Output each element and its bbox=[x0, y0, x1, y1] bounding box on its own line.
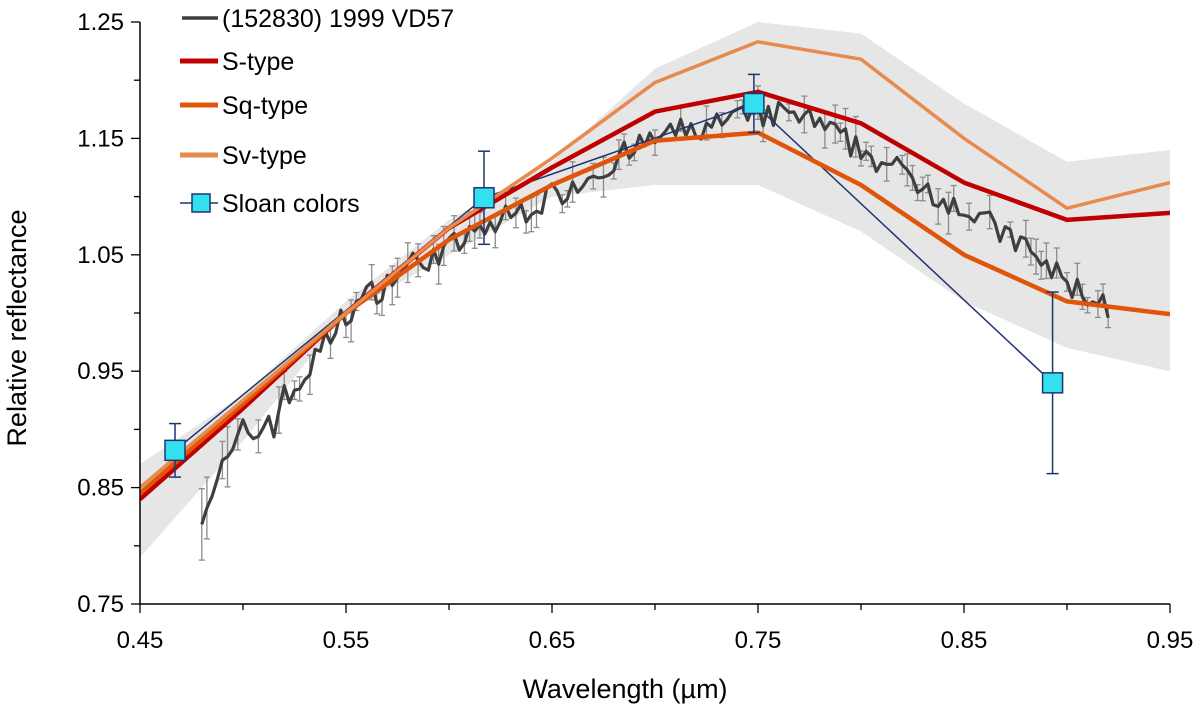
envelope-band bbox=[140, 22, 1170, 558]
x-tick-label: 0.95 bbox=[1147, 627, 1194, 654]
x-tick-label: 0.65 bbox=[529, 627, 576, 654]
y-tick-label: 0.75 bbox=[77, 591, 124, 618]
sloan-colors-line bbox=[174, 102, 1054, 451]
x-tick-label: 0.85 bbox=[941, 627, 988, 654]
y-tick-label: 1.05 bbox=[77, 242, 124, 269]
x-tick-label: 0.55 bbox=[323, 627, 370, 654]
legend-item-s-type: S-type bbox=[180, 48, 294, 76]
legend-item-sloan-colors: Sloan colors bbox=[180, 190, 360, 218]
y-axis-title: Relative reflectance bbox=[2, 209, 32, 446]
y-tick-label: 0.85 bbox=[77, 475, 124, 502]
y-tick-label: 1.15 bbox=[77, 125, 124, 152]
series-line-sv-type bbox=[140, 40, 1170, 489]
x-tick-label: 0.75 bbox=[735, 627, 782, 654]
sloan-point bbox=[1041, 372, 1064, 394]
y-tick-label: 1.25 bbox=[77, 9, 124, 36]
axes: 0.75 0.85 0.95 1.05 1.15 1.25 0.45 0.55 0.65 0.75… bbox=[2, 9, 1193, 704]
legend-swatch-sloan-marker bbox=[191, 193, 211, 213]
legend-label-sv-type: Sv-type bbox=[222, 142, 307, 170]
legend-label-s-type: S-type bbox=[222, 48, 294, 76]
x-axis-title: Wavelength (µm) bbox=[522, 674, 727, 704]
legend-item-sq-type: Sq-type bbox=[180, 92, 308, 120]
legend-label-spectrum: (152830) 1999 VD57 bbox=[222, 5, 454, 33]
legend-item-sv-type: Sv-type bbox=[180, 142, 307, 170]
sloan-point bbox=[743, 92, 765, 115]
legend-item-spectrum: (152830) 1999 VD57 bbox=[182, 5, 454, 33]
legend: (152830) 1999 VD57 S-type Sq-type Sv-typ… bbox=[180, 5, 454, 218]
sloan-point bbox=[164, 439, 186, 462]
y-tick-label: 0.95 bbox=[77, 358, 124, 385]
sloan-point bbox=[473, 187, 495, 209]
legend-label-sloan-colors: Sloan colors bbox=[222, 190, 360, 218]
x-tick-label: 0.45 bbox=[117, 627, 164, 654]
legend-label-sq-type: Sq-type bbox=[222, 92, 308, 120]
plot-area bbox=[140, 22, 1170, 561]
